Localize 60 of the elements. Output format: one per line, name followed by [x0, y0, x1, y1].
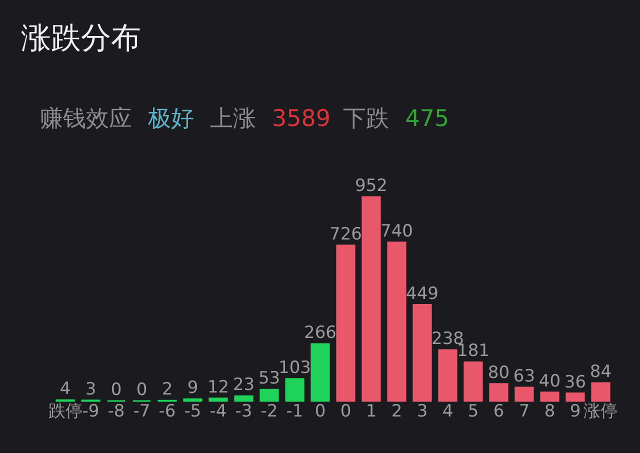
bar [514, 386, 534, 402]
x-tick-label: 4 [442, 402, 454, 422]
data-label: 952 [355, 176, 388, 196]
bar [387, 242, 406, 402]
x-tick-label: -7 [133, 402, 150, 422]
x-tick-label: 2 [391, 402, 402, 422]
x-tick-label: 涨停 [584, 402, 618, 422]
bar [566, 392, 585, 402]
data-label: 23 [232, 375, 255, 396]
x-tick-label: 跌停 [48, 402, 82, 422]
x-tick-label: 0 [340, 402, 352, 422]
data-label: 53 [258, 368, 280, 389]
x-tick-label: -5 [184, 402, 202, 422]
data-label: 2 [162, 380, 173, 400]
data-label: 40 [538, 371, 561, 392]
data-label: 12 [207, 377, 230, 398]
bar [489, 383, 508, 402]
bar [362, 196, 381, 402]
bar [234, 395, 254, 402]
bar [336, 244, 356, 402]
data-label: 4 [60, 379, 71, 400]
data-label: 84 [590, 362, 612, 382]
data-label: 0 [136, 380, 148, 400]
data-label: 3 [85, 379, 96, 400]
x-tick-label: 6 [493, 402, 504, 422]
bar [464, 361, 483, 402]
x-tick-label: -2 [260, 402, 278, 422]
bar [591, 382, 610, 402]
x-tick-label: 0 [314, 402, 326, 422]
data-label: 726 [330, 224, 362, 244]
data-label: 63 [513, 366, 536, 386]
data-label: 740 [380, 221, 413, 242]
data-label: 449 [406, 284, 438, 304]
bar [310, 343, 330, 402]
x-tick-label: -6 [158, 402, 176, 422]
bar [438, 349, 458, 402]
data-label: 9 [187, 378, 198, 398]
x-tick-label: -4 [210, 402, 227, 422]
bar [540, 392, 560, 402]
x-tick-label: 1 [366, 402, 377, 422]
data-label: 36 [564, 372, 586, 392]
bar [260, 388, 279, 402]
chart-subtitle: 赚钱效应 极好 上涨 3589 下跌 475 [40, 106, 450, 132]
x-tick-label: 7 [518, 402, 530, 422]
x-tick-label: -8 [108, 402, 125, 422]
bar [285, 378, 304, 402]
x-tick-label: 9 [570, 402, 581, 422]
data-label: 80 [488, 362, 510, 383]
x-tick-label: 5 [468, 402, 479, 422]
data-label: 0 [110, 380, 122, 400]
bar [412, 304, 432, 402]
data-label: 103 [278, 358, 311, 378]
chart-title: 涨跌分布 [21, 21, 141, 56]
x-tick-label: -3 [235, 402, 252, 422]
x-tick-label: 8 [544, 402, 556, 422]
x-tick-label: -1 [286, 402, 304, 422]
x-tick-label: 3 [416, 402, 428, 422]
bar [208, 398, 228, 402]
x-tick-label: -9 [82, 402, 100, 422]
data-label: 266 [304, 323, 336, 343]
